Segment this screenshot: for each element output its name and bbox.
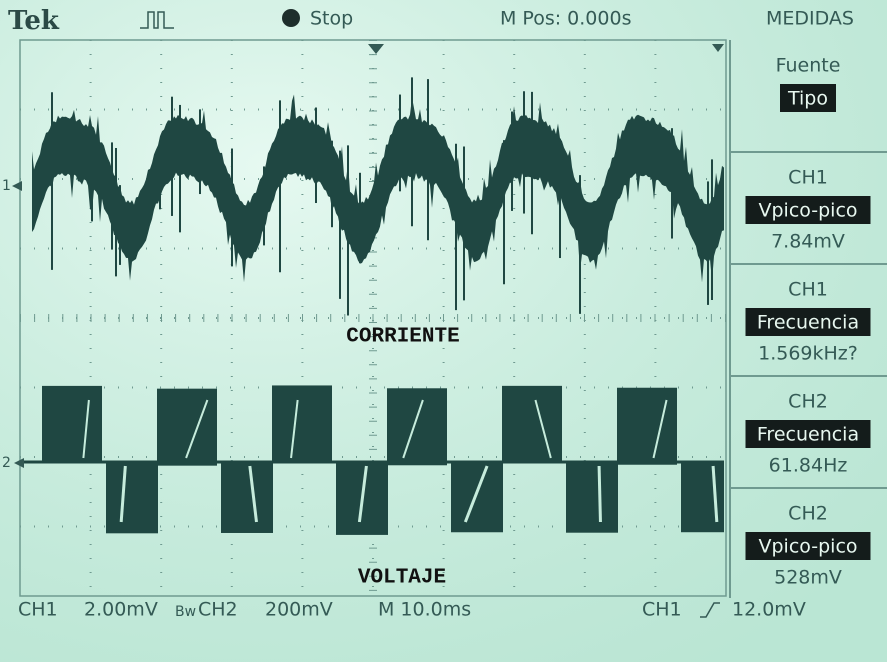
ch1-label: CORRIENTE — [346, 326, 459, 349]
trigger-slope — [700, 602, 720, 618]
footer-ch2-scale: 200mV — [265, 599, 333, 621]
trigger-position-marker — [368, 44, 384, 54]
ch2-negative — [451, 462, 503, 533]
menu-highlight — [745, 420, 871, 448]
ch2-gap — [82, 399, 90, 459]
ch2-gap — [119, 465, 127, 523]
ch2-gap — [357, 465, 368, 523]
ch2-positive — [272, 385, 332, 463]
trigger-corner-marker — [712, 44, 724, 52]
ch2-marker: 2 — [2, 455, 11, 471]
menu-top: Fuente — [776, 55, 841, 77]
menu-bottom: 1.569kHz? — [758, 343, 858, 365]
menu-top: CH2 — [788, 391, 828, 413]
footer-ch1-scale: 2.00mV — [84, 599, 158, 621]
menu-middle: Tipo — [787, 88, 828, 110]
footer-bw: Bw — [175, 604, 196, 620]
ch2-arrow — [14, 458, 24, 468]
menu-highlight — [745, 308, 871, 336]
run-state: Stop — [310, 8, 353, 30]
ch1-marker: 1 — [2, 178, 11, 194]
acq-icon — [140, 11, 174, 29]
ch2-gap — [711, 465, 719, 523]
footer-trigger-source: CH1 — [642, 599, 682, 621]
footer-ch1: CH1 — [18, 599, 58, 621]
menu-highlight — [780, 84, 836, 112]
footer-timebase: M 10.0ms — [378, 599, 471, 621]
menu-middle: Vpico-pico — [758, 200, 857, 222]
ch2-gap — [463, 465, 489, 523]
ch2-positive — [617, 387, 677, 465]
side-menu: Fuente Tipo CH1 Vpico-pico 7.84mV CH1 Frecuenc… — [729, 40, 887, 598]
ch2-negative — [566, 462, 618, 533]
footer-trigger-level: 12.0mV — [732, 599, 806, 621]
ch2-negative — [221, 462, 273, 533]
ch2-positive — [42, 385, 102, 463]
ch2-positive — [502, 385, 562, 463]
footer-ch2: CH2 — [198, 599, 238, 621]
menu-top: CH1 — [788, 279, 828, 301]
ch2-gap — [652, 399, 668, 459]
ch2-gap — [185, 399, 209, 459]
ch2-gap — [597, 465, 602, 523]
ch2-gap — [248, 465, 258, 523]
ch1-trace — [32, 94, 724, 283]
stop-indicator — [282, 9, 300, 27]
menu-middle: Frecuencia — [757, 312, 859, 334]
menu-title: MEDIDAS — [766, 8, 854, 30]
menu-bottom: 7.84mV — [771, 231, 845, 253]
ch2-label: VOLTAJE — [358, 567, 446, 590]
ch2-gap — [290, 399, 299, 459]
ch2-positive — [387, 388, 447, 466]
ch1-arrow — [12, 181, 22, 191]
menu-bottom: 61.84Hz — [769, 455, 848, 477]
brand: Tek — [8, 6, 60, 36]
ch2-negative — [106, 462, 158, 534]
menu-bottom: 528mV — [774, 567, 842, 589]
menu-middle: Frecuencia — [757, 424, 859, 446]
horizontal-position: M Pos: 0.000s — [500, 8, 631, 30]
menu-highlight — [745, 532, 871, 560]
menu-top: CH1 — [788, 167, 828, 189]
ch2-gap — [534, 399, 552, 459]
menu-top: CH2 — [788, 503, 828, 525]
ch2-gap — [402, 399, 424, 459]
menu-middle: Vpico-pico — [758, 536, 857, 558]
menu-highlight — [745, 196, 871, 224]
waveforms — [24, 77, 724, 535]
